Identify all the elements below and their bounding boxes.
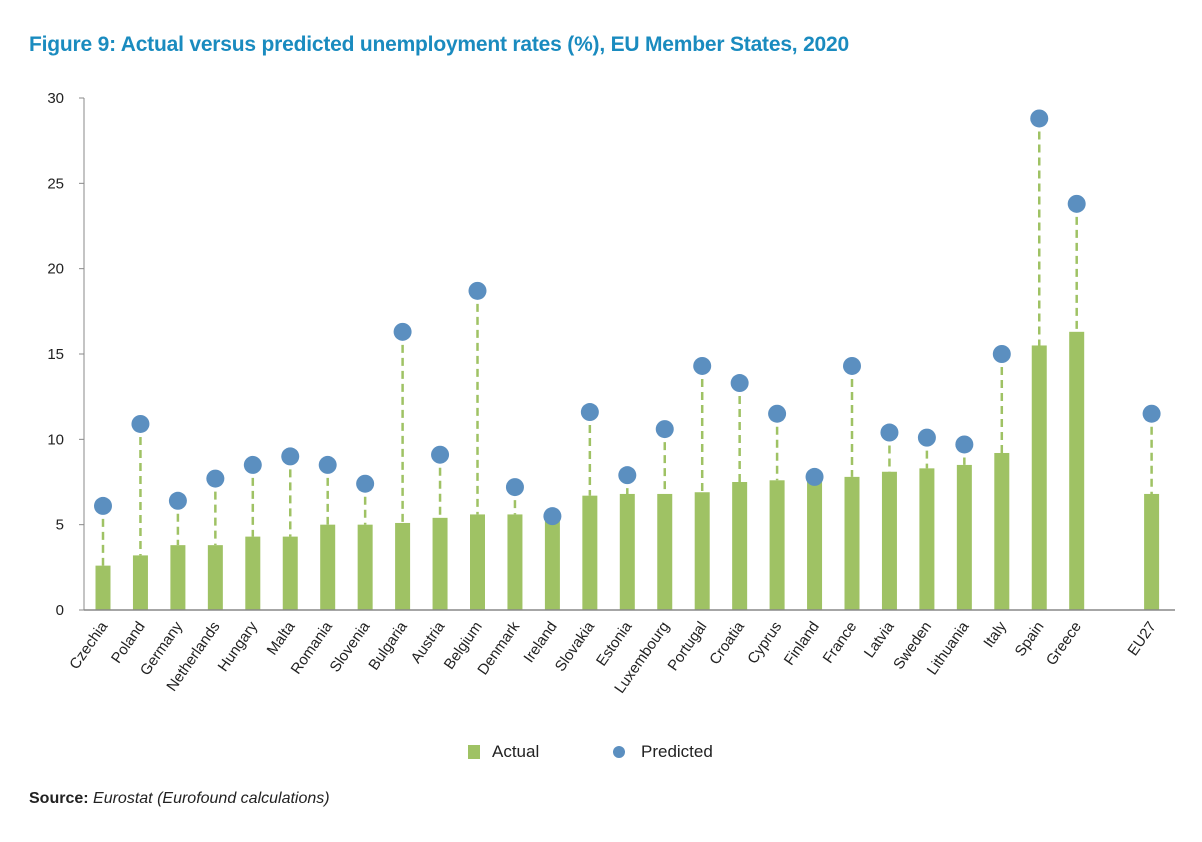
bar-actual-greece: [1069, 331, 1085, 610]
dot-predicted-spain: [1030, 109, 1049, 128]
bar-actual-latvia: [881, 471, 897, 610]
bar-actual-spain: [1031, 345, 1047, 610]
bar-actual-estonia: [619, 493, 635, 610]
bar-actual-slovakia: [582, 495, 598, 610]
bar-actual-italy: [994, 452, 1010, 610]
bar-actual-cyprus: [769, 480, 785, 610]
dot-predicted-croatia: [730, 374, 749, 393]
dot-predicted-romania: [318, 455, 337, 474]
dot-predicted-bulgaria: [393, 322, 412, 341]
y-tick-label: 0: [56, 602, 64, 619]
x-tick-label: Spain: [1012, 619, 1048, 660]
dot-predicted-cyprus: [768, 404, 787, 423]
bar-actual-france: [844, 476, 860, 610]
bar-actual-lithuania: [956, 464, 972, 610]
dot-predicted-malta: [281, 447, 300, 466]
legend-label-actual: Actual: [492, 742, 540, 761]
bar-actual-germany: [170, 545, 186, 610]
y-tick-label: 15: [47, 346, 64, 363]
legend-item-actual: Actual: [468, 742, 539, 762]
bar-actual-eu27: [1144, 493, 1160, 610]
dot-predicted-czechia: [94, 496, 112, 515]
dot-predicted-greece: [1067, 194, 1086, 213]
x-tick-label: Hungary: [215, 618, 262, 675]
dot-predicted-estonia: [618, 466, 637, 485]
dot-predicted-slovenia: [356, 474, 375, 493]
x-tick-label: Ireland: [520, 619, 560, 666]
dot-predicted-latvia: [880, 423, 899, 442]
x-tick-label: France: [820, 619, 861, 667]
x-tick-label: Portugal: [665, 619, 711, 675]
dot-predicted-portugal: [693, 356, 712, 375]
x-tick-label: Slovakia: [552, 618, 599, 675]
y-tick-label: 10: [47, 431, 64, 448]
bar-actual-portugal: [694, 492, 710, 610]
y-tick-label: 20: [47, 261, 64, 278]
dot-predicted-hungary: [243, 455, 262, 474]
x-tick-label: Italy: [980, 618, 1010, 651]
bar-actual-bulgaria: [395, 522, 411, 610]
x-tick-label: EU27: [1124, 619, 1159, 659]
bar-actual-czechia: [95, 565, 111, 610]
bar-actual-ireland: [544, 514, 560, 610]
bar-actual-romania: [320, 524, 336, 610]
source-note: Source: Eurostat (Eurofound calculations…: [29, 790, 330, 808]
bar-actual-hungary: [245, 536, 261, 610]
x-tick-label: Finland: [781, 619, 823, 669]
bar-actual-denmark: [507, 514, 523, 610]
x-tick-label: Latvia: [861, 618, 898, 661]
y-tick-label: 5: [56, 517, 64, 534]
bar-actual-netherlands: [207, 545, 223, 610]
dot-predicted-finland: [805, 467, 824, 486]
bar-actual-austria: [432, 517, 448, 610]
dot-predicted-eu27: [1142, 404, 1161, 423]
predicted-dot-icon: [613, 746, 625, 758]
dot-predicted-belgium: [468, 281, 487, 300]
y-axis: 0 5 10 15 20 25 30: [47, 90, 85, 619]
actual-swatch-icon: [468, 745, 480, 759]
predicted-dots: [94, 109, 1161, 526]
legend: Actual Predicted: [0, 742, 1202, 766]
actual-bars: [95, 331, 1160, 610]
figure-title: Figure 9: Actual versus predicted unempl…: [29, 33, 849, 56]
bar-actual-sweden: [919, 468, 935, 610]
dot-predicted-denmark: [505, 478, 524, 497]
bar-actual-poland: [132, 555, 148, 610]
x-tick-label: Croatia: [706, 618, 748, 668]
bar-actual-slovenia: [357, 524, 373, 610]
x-tick-label: Malta: [264, 618, 299, 658]
dot-predicted-luxembourg: [655, 420, 674, 439]
dot-predicted-sweden: [917, 428, 936, 447]
x-tick-label: Czechia: [66, 618, 111, 673]
bar-actual-croatia: [732, 482, 748, 610]
y-tick-label: 30: [47, 90, 64, 107]
bar-actual-luxembourg: [657, 493, 673, 610]
dot-predicted-france: [843, 356, 861, 375]
legend-item-predicted: Predicted: [613, 742, 713, 762]
dot-predicted-germany: [168, 491, 187, 510]
y-tick-label: 25: [47, 175, 64, 192]
source-text: Eurostat (Eurofound calculations): [93, 790, 330, 807]
bar-actual-malta: [282, 536, 298, 610]
dot-predicted-austria: [431, 445, 450, 464]
dot-predicted-italy: [992, 345, 1011, 363]
dot-predicted-ireland: [543, 507, 562, 526]
bar-actual-finland: [807, 478, 823, 610]
dot-predicted-lithuania: [955, 435, 974, 454]
source-label: Source:: [29, 790, 89, 807]
x-tick-label: Greece: [1043, 619, 1085, 669]
dot-predicted-slovakia: [580, 403, 599, 422]
bar-actual-belgium: [470, 514, 485, 610]
dot-predicted-poland: [131, 414, 150, 433]
x-tick-label: Cyprus: [744, 619, 785, 668]
x-tick-label: Bulgaria: [365, 618, 411, 673]
dot-predicted-netherlands: [206, 469, 225, 488]
legend-label-predicted: Predicted: [641, 742, 713, 761]
